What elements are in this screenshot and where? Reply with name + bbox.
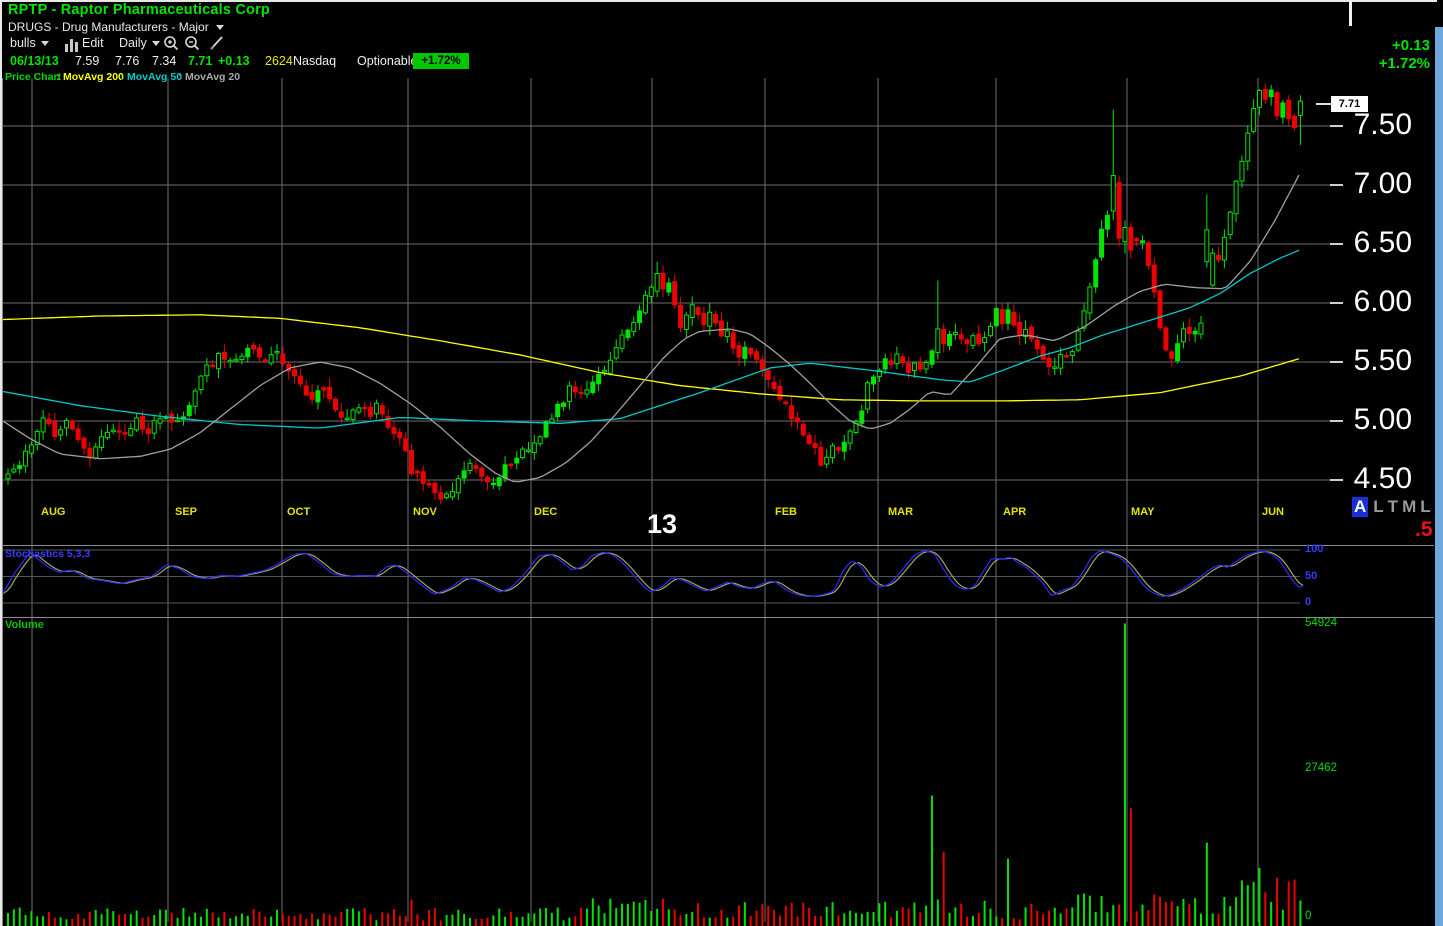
watermark-letter: A (1352, 497, 1369, 517)
quote-exchange: Nasdaq (293, 54, 337, 68)
chevron-down-icon (151, 40, 160, 46)
edit-label: Edit (82, 36, 104, 50)
window-border-left (0, 0, 2, 926)
price-tick-label: 5.50 (1353, 344, 1412, 377)
bar-chart-icon[interactable] (65, 38, 78, 52)
price-tick-mark (1330, 420, 1343, 422)
legend-separator: : (56, 71, 60, 83)
ma20-line (2, 174, 1300, 483)
quote-change: +0.13 (218, 54, 250, 68)
month-label: SEP (175, 506, 198, 518)
toolbar: bulls Edit Daily (0, 36, 800, 53)
panel-border-left (2, 78, 3, 926)
year-marker-label: 13 (647, 509, 678, 539)
last-price-pointer (1316, 103, 1331, 105)
watermark-letter: L (1420, 497, 1431, 516)
price-tick-label: 5.00 (1353, 403, 1412, 436)
volume-scale-label: 54924 (1305, 617, 1337, 629)
title-separator: - (47, 2, 61, 18)
month-label: MAY (1131, 506, 1155, 518)
watchlist-label: bulls (10, 36, 36, 50)
month-label: JUN (1262, 506, 1285, 518)
chevron-down-icon (215, 24, 224, 30)
draw-pen-icon[interactable] (208, 35, 226, 52)
change-percent-badge: +1.72% (413, 53, 469, 69)
ma50-line (2, 249, 1300, 429)
volume-panel-label[interactable]: Volume (5, 619, 44, 631)
quote-last: 7.71 (188, 54, 213, 68)
gridlines (0, 78, 1434, 922)
legend-price-chart[interactable]: Price Chart (5, 71, 62, 83)
timeframe-dropdown[interactable]: Daily (119, 36, 160, 50)
volume-scale-label: 0 (1305, 910, 1312, 922)
price-tick-label: 4.50 (1353, 462, 1412, 495)
window-border-top (0, 0, 1437, 2)
zoom-in-icon[interactable] (163, 35, 180, 52)
chart-legend: Price Chart : MovAvg 200 : MovAvg 50 : M… (0, 71, 300, 83)
quote-volume: 2624 (265, 54, 293, 68)
month-label: FEB (775, 506, 797, 518)
optionable-flag: Optionable (357, 54, 418, 68)
price-tick-label: 6.50 (1353, 226, 1412, 259)
last-price-tag: 7.71 (1331, 96, 1368, 112)
edit-button[interactable]: Edit (82, 36, 104, 50)
price-tick-label: 7.50 (1353, 108, 1412, 141)
price-tick-mark (1330, 184, 1343, 186)
window-edge-scroll-strip[interactable] (1435, 27, 1443, 926)
month-label: APR (1003, 506, 1027, 518)
timeframe-label: Daily (119, 36, 147, 50)
watchlist-dropdown[interactable]: bulls (10, 36, 49, 50)
watermark-letter: T (1387, 497, 1399, 516)
quote-high: 7.76 (115, 54, 140, 68)
volume-scale-label: 27462 (1305, 762, 1337, 774)
month-label: DEC (534, 506, 558, 518)
price-tick-mark (1330, 243, 1343, 245)
price-tick-label: 6.00 (1353, 285, 1412, 318)
background-window-sliver (1349, 0, 1352, 26)
quote-row: 06/13/13 7.59 7.76 7.34 7.71 +0.13 2624 … (0, 53, 800, 70)
zoom-out-icon[interactable] (184, 35, 201, 52)
month-label: OCT (287, 506, 311, 518)
legend-ma20[interactable]: MovAvg 20 (185, 71, 241, 83)
symbol-title: RPTP - Raptor Pharmaceuticals Corp (8, 2, 270, 18)
quote-date: 06/13/13 (10, 54, 59, 68)
candles-layer[interactable] (5, 83, 1303, 504)
volume-bars-layer[interactable] (7, 623, 1302, 926)
chevron-down-icon (40, 40, 49, 46)
change-label-top-right: +0.13 (1392, 37, 1430, 54)
month-label: MAR (888, 506, 914, 518)
stochastics-tick-label: 50 (1305, 569, 1318, 582)
stochastics-tick-label: 100 (1305, 543, 1324, 555)
watermark-letter: L (1373, 497, 1384, 516)
stochastics-tick-label: 0 (1305, 596, 1312, 608)
month-label: NOV (413, 506, 437, 518)
sector-label: DRUGS - Drug Manufacturers - Major (8, 20, 209, 34)
symbol: RPTP (8, 2, 48, 18)
quote-open: 7.59 (75, 54, 100, 68)
legend-ma50[interactable]: MovAvg 50 (127, 71, 183, 83)
watermark-suffix: .5 (1415, 518, 1433, 541)
quote-low: 7.34 (152, 54, 177, 68)
legend-separator: : (120, 71, 124, 83)
ma200-line (2, 314, 1300, 402)
stochastics-panel-label[interactable]: Stochastics 5,3,3 (5, 548, 91, 560)
change-percent-label-top-right: +1.72% (1378, 55, 1430, 72)
watermark-letter: M (1402, 497, 1417, 516)
price-tick-mark (1330, 361, 1343, 363)
sector-dropdown[interactable]: DRUGS - Drug Manufacturers - Major (8, 20, 224, 34)
legend-separator: : (178, 71, 182, 83)
price-tick-mark (1330, 302, 1343, 304)
legend-ma200[interactable]: MovAvg 200 (63, 71, 124, 83)
price-tick-mark (1330, 125, 1343, 127)
month-label: AUG (41, 506, 66, 518)
stochastics-lines (2, 550, 1304, 598)
company-name: Raptor Pharmaceuticals Corp (60, 2, 270, 18)
price-tick-label: 7.00 (1353, 167, 1412, 200)
price-tick-mark (1330, 479, 1343, 481)
